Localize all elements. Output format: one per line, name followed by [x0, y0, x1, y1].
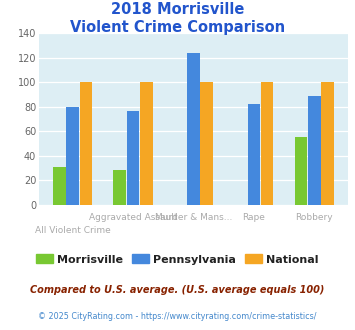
Text: Robbery: Robbery: [295, 213, 333, 222]
Bar: [187, 52, 200, 205]
Text: All Violent Crime: All Violent Crime: [35, 226, 111, 235]
Text: Aggravated Assault: Aggravated Assault: [89, 213, 178, 222]
Text: Murder & Mans...: Murder & Mans...: [155, 213, 232, 222]
Text: © 2025 CityRating.com - https://www.cityrating.com/crime-statistics/: © 2025 CityRating.com - https://www.city…: [38, 312, 317, 321]
Bar: [295, 137, 307, 205]
Text: Violent Crime Comparison: Violent Crime Comparison: [70, 20, 285, 35]
Bar: [308, 95, 321, 205]
Text: Rape: Rape: [242, 213, 265, 222]
Bar: [201, 82, 213, 205]
Text: 2018 Morrisville: 2018 Morrisville: [111, 2, 244, 16]
Bar: [114, 170, 126, 205]
Bar: [66, 107, 79, 205]
Bar: [53, 167, 66, 205]
Bar: [261, 82, 273, 205]
Bar: [247, 104, 260, 205]
Bar: [321, 82, 334, 205]
Bar: [140, 82, 153, 205]
Text: Compared to U.S. average. (U.S. average equals 100): Compared to U.S. average. (U.S. average …: [30, 285, 325, 295]
Bar: [127, 112, 140, 205]
Legend: Morrisville, Pennsylvania, National: Morrisville, Pennsylvania, National: [32, 250, 323, 269]
Bar: [80, 82, 92, 205]
